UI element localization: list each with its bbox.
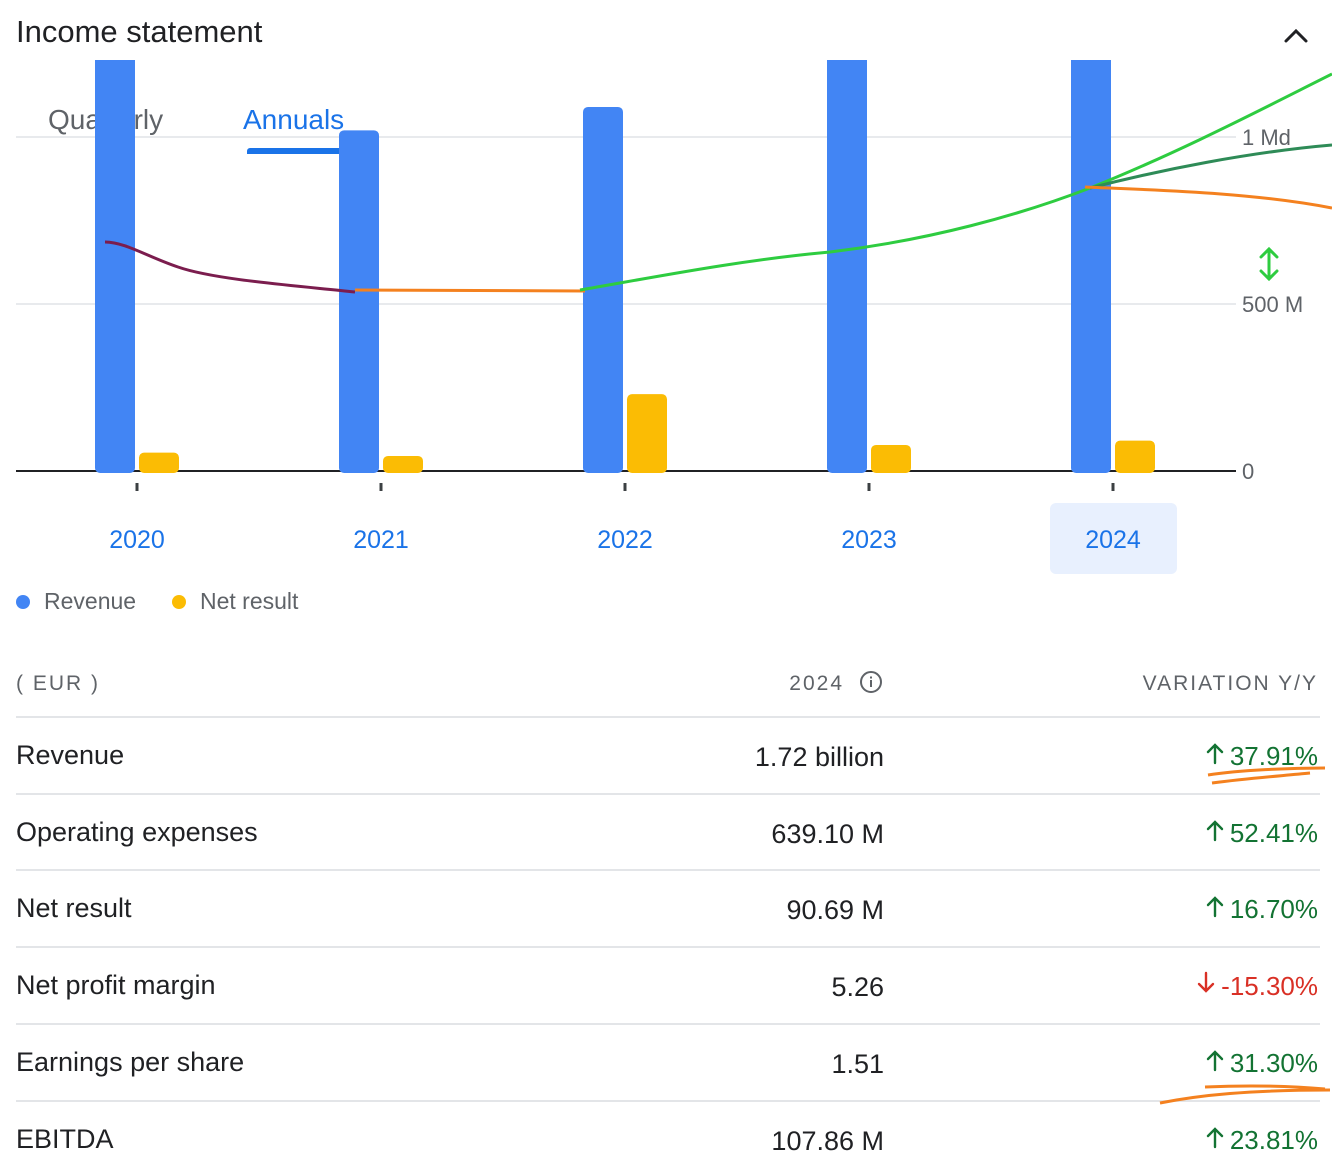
variation-value: 52.41%	[1229, 818, 1318, 848]
page-title: Income statement	[16, 14, 263, 49]
bar-net-result-2023[interactable]	[871, 444, 911, 473]
legend-revenue-swatch	[16, 594, 30, 609]
variation-value: 37.91%	[1229, 741, 1318, 771]
info-icon[interactable]	[859, 670, 883, 694]
arrow-up-icon	[1204, 818, 1230, 849]
row-variation: -15.30%	[1195, 971, 1318, 1002]
arrow-down-icon	[1195, 971, 1221, 1002]
row-value: 1.72 billion	[754, 742, 884, 772]
variation-header: VARIATION Y/Y	[1142, 672, 1318, 695]
row-value: 639.10 M	[771, 819, 884, 849]
row-label: Net profit margin	[16, 970, 216, 1000]
bar-revenue-2023[interactable]	[827, 60, 867, 473]
x-tick-label-2023[interactable]: 2023	[841, 526, 897, 554]
x-tick-label-2020[interactable]: 2020	[109, 526, 165, 554]
annotation-stroke-orange-flat	[354, 288, 586, 293]
arrow-up-icon	[1204, 894, 1230, 925]
row-divider	[16, 946, 1320, 948]
legend-net-result: Net result	[172, 588, 298, 615]
active-tab-indicator	[247, 148, 346, 154]
annotation-stroke-darkgreen	[1089, 143, 1332, 190]
arrow-up-icon	[1204, 1125, 1230, 1156]
legend-net-result-swatch	[172, 594, 186, 609]
row-divider	[16, 1023, 1320, 1025]
variation-value: 31.30%	[1229, 1048, 1318, 1078]
bar-net-result-2020[interactable]	[139, 452, 179, 473]
x-tick-label-2021[interactable]: 2021	[353, 526, 409, 554]
row-variation: 37.91%	[1204, 741, 1318, 772]
bar-net-result-2022[interactable]	[627, 394, 667, 473]
legend-revenue: Revenue	[16, 588, 136, 615]
annotation-stroke-green	[579, 72, 1332, 292]
bar-revenue-2022[interactable]	[583, 106, 623, 473]
bar-net-result-2021[interactable]	[383, 455, 423, 473]
row-value: 5.26	[831, 972, 884, 1002]
green-double-arrow-annotation	[1259, 246, 1279, 282]
row-label: Earnings per share	[16, 1047, 245, 1077]
annotation-stroke-purple	[104, 240, 356, 294]
bar-revenue-2021[interactable]	[339, 130, 379, 473]
row-value: 107.86 M	[771, 1126, 884, 1156]
currency-header: ( EUR )	[16, 672, 100, 695]
y-tick-label: 0	[1242, 459, 1254, 484]
selected-year-highlight	[1050, 503, 1177, 574]
row-divider	[16, 793, 1320, 795]
variation-value: 23.81%	[1229, 1125, 1318, 1155]
row-label: Operating expenses	[16, 817, 258, 847]
row-variation: 31.30%	[1204, 1048, 1318, 1079]
row-divider	[16, 869, 1320, 871]
row-divider	[16, 716, 1320, 718]
bar-net-result-2024[interactable]	[1115, 440, 1155, 473]
chevron-up-icon[interactable]	[1278, 18, 1314, 54]
arrow-up-icon	[1204, 741, 1230, 772]
row-divider	[16, 1100, 1320, 1102]
row-variation: 23.81%	[1204, 1125, 1318, 1156]
variation-value: -15.30%	[1221, 971, 1318, 1001]
row-value: 1.51	[831, 1049, 884, 1079]
legend-net-result-label: Net result	[200, 588, 299, 614]
y-tick-label: 500 M	[1242, 292, 1303, 317]
row-label: Net result	[16, 893, 132, 923]
row-label: Revenue	[16, 740, 125, 770]
y-tick-label: 1 Md	[1242, 125, 1291, 150]
annotation-stroke-orange-trend	[1084, 185, 1332, 210]
row-variation: 16.70%	[1204, 894, 1318, 925]
x-tick-label-2022[interactable]: 2022	[597, 526, 653, 554]
legend-revenue-label: Revenue	[44, 588, 137, 614]
x-tick-label-2024[interactable]: 2024	[1085, 526, 1141, 554]
bar-revenue-2020[interactable]	[95, 60, 135, 473]
row-variation: 52.41%	[1204, 818, 1318, 849]
row-value: 90.69 M	[786, 895, 884, 925]
variation-value: 16.70%	[1229, 894, 1318, 924]
row-label: EBITDA	[16, 1124, 114, 1154]
tab-annuals[interactable]: Annuals	[243, 104, 345, 135]
arrow-up-icon	[1204, 1048, 1230, 1079]
bar-revenue-2024[interactable]	[1071, 60, 1111, 473]
year-header: 2024	[789, 672, 844, 695]
